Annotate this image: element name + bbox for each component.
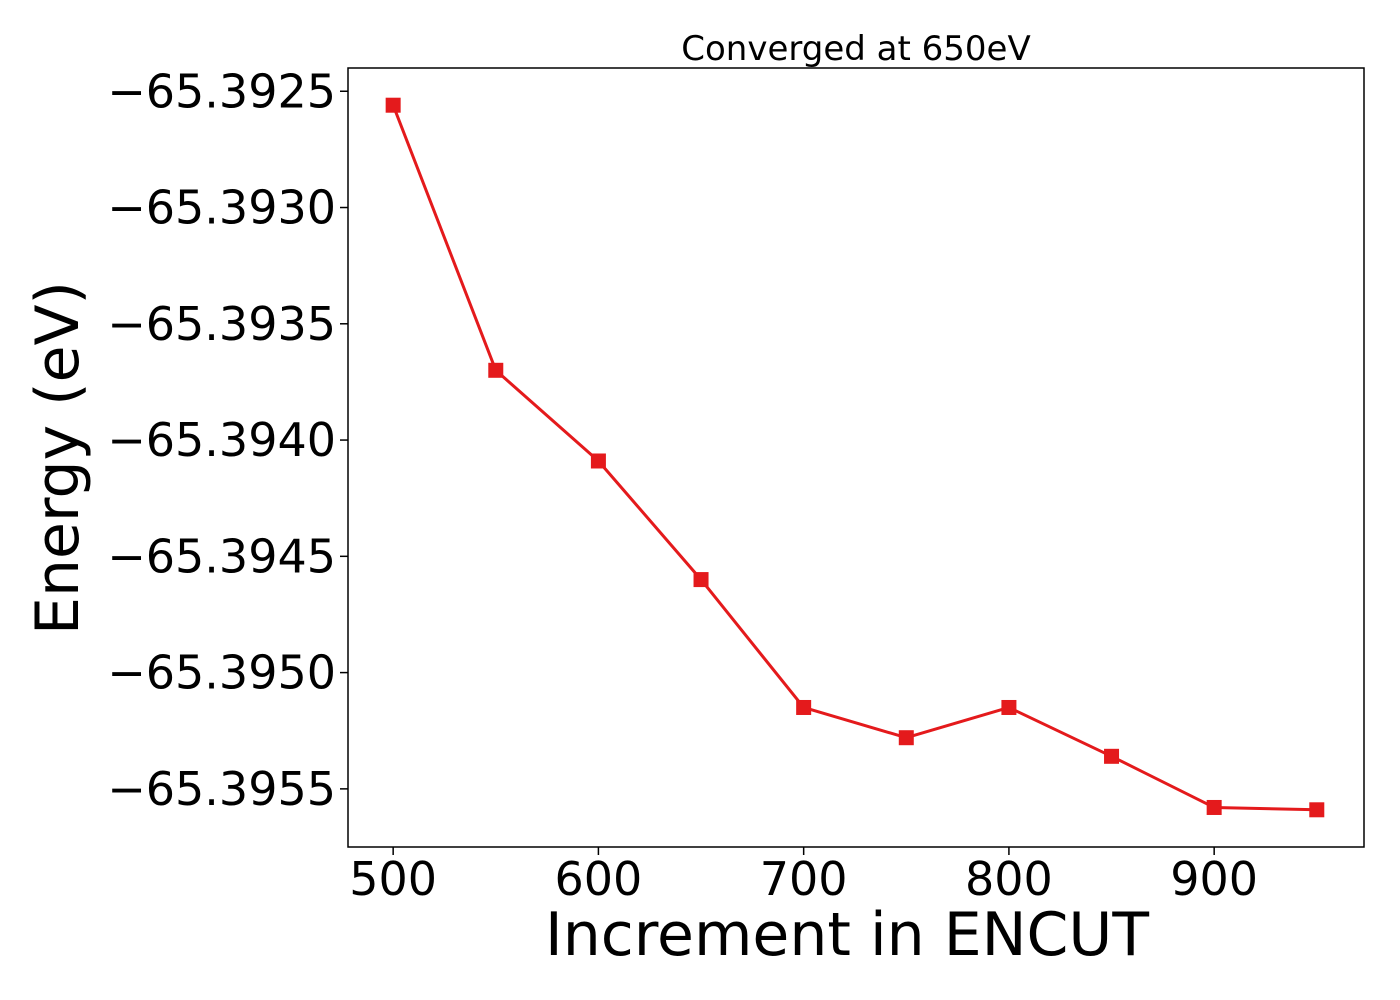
- series-line: [391, 104, 1317, 812]
- series-layer: [385, 97, 1325, 818]
- y-tick-label: −65.3945: [107, 529, 336, 583]
- y-axis-ticks: −65.3925 −65.3930 −65.3935 −65.3940 −65.3945…: [107, 64, 348, 816]
- x-tick-label: 800: [965, 852, 1053, 906]
- y-tick-label: −65.3940: [107, 413, 336, 467]
- data-point-marker: [1309, 802, 1325, 818]
- x-axis-label: Increment in ENCUT: [545, 900, 1149, 970]
- data-point-marker: [693, 572, 709, 588]
- x-tick-label: 700: [760, 852, 848, 906]
- data-point-marker: [488, 362, 504, 378]
- x-tick-label: 900: [1170, 852, 1258, 906]
- data-point-marker: [1206, 799, 1222, 815]
- y-tick-label: −65.3955: [107, 762, 336, 816]
- data-point-marker: [1104, 748, 1120, 764]
- y-tick-label: −65.3930: [107, 181, 336, 235]
- chart-title: Converged at 650eV: [681, 29, 1030, 69]
- y-tick-label: −65.3950: [107, 646, 336, 700]
- x-axis-ticks: 500 600 700 800 900: [349, 847, 1258, 906]
- data-point-marker: [590, 453, 606, 469]
- y-tick-label: −65.3935: [107, 297, 336, 351]
- x-tick-label: 600: [555, 852, 643, 906]
- x-tick-label: 500: [349, 852, 437, 906]
- y-axis-label: Energy (eV): [23, 281, 93, 635]
- y-tick-label: −65.3925: [107, 64, 336, 118]
- data-point-marker: [1001, 699, 1017, 715]
- data-point-marker: [796, 699, 812, 715]
- data-point-marker: [385, 97, 401, 113]
- plot-area-frame: [347, 67, 1365, 848]
- data-point-marker: [898, 730, 914, 746]
